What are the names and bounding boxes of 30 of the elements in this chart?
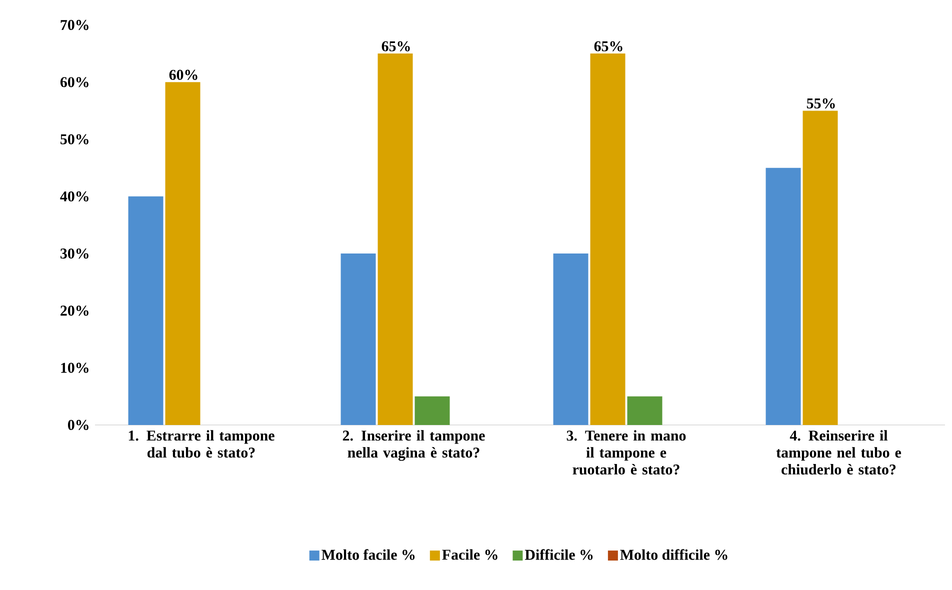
data-label: 60% [169,70,198,80]
y-tick-label: 60% [60,77,88,88]
legend-label: Molto difficile % [620,549,728,560]
x-tick-label: 2. Inserire il tampone nella vagina è stato? [342,430,485,461]
y-tick-label: 40% [60,191,88,202]
legend-label: Facile % [442,549,498,560]
bar [553,254,588,425]
bar [165,82,200,425]
bar [128,196,164,425]
bar [590,54,626,425]
bar [802,110,838,425]
y-tick-label: 0% [68,420,88,430]
data-label: 65% [382,41,410,52]
bar [378,54,413,425]
data-label: 55% [806,98,835,109]
y-tick-label: 30% [60,248,88,259]
x-tick-label: 3. Tenere in mano il tampone e ruotarlo è stato? [566,430,686,475]
data-label: 65% [594,41,622,52]
bar [766,168,801,425]
bar [627,396,662,425]
x-tick-label: 1. Estrarre il tampone dal tubo è stato? [128,430,274,458]
legend-label: Molto facile % [322,549,415,560]
x-tick-label: 4. Reinserire il tampone nel tubo e chiuderlo è stato? [776,430,902,475]
y-tick-label: 50% [60,134,88,144]
y-tick-label: 20% [60,306,88,316]
bar [340,254,376,425]
y-tick-label: 10% [61,362,88,373]
legend-label: Difficile % [524,549,593,560]
y-tick-label: 70% [60,20,88,30]
bar [414,396,450,425]
